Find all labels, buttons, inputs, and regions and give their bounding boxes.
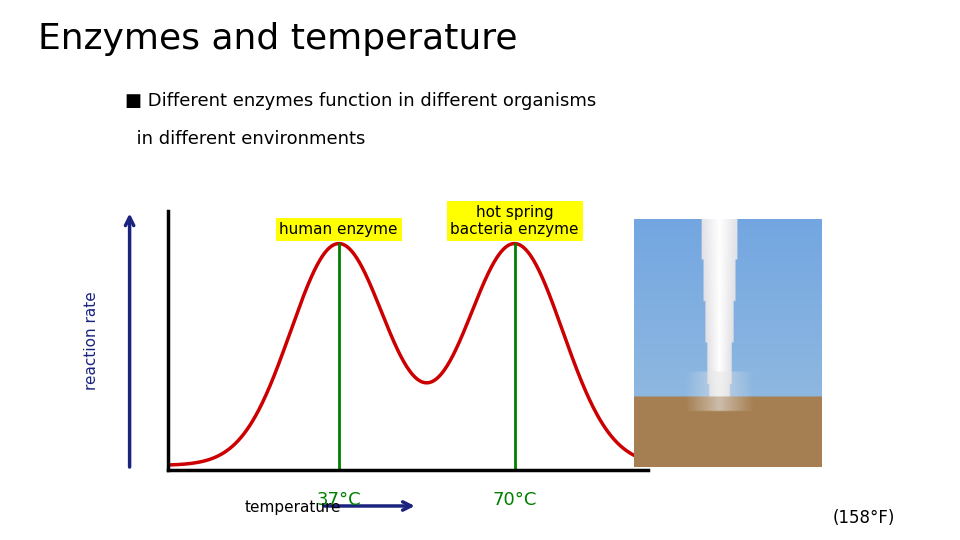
- Text: 37°C: 37°C: [317, 491, 361, 509]
- Text: human enzyme: human enzyme: [279, 222, 397, 237]
- Text: in different environments: in different environments: [125, 130, 365, 147]
- Text: reaction rate: reaction rate: [84, 291, 99, 389]
- Text: temperature: temperature: [245, 500, 342, 515]
- Text: Enzymes and temperature: Enzymes and temperature: [38, 22, 517, 56]
- Text: (158°F): (158°F): [833, 509, 895, 528]
- Text: hot spring
bacteria enzyme: hot spring bacteria enzyme: [450, 205, 579, 237]
- Text: ■ Different enzymes function in different organisms: ■ Different enzymes function in differen…: [125, 92, 596, 110]
- Text: 70°C: 70°C: [492, 491, 537, 509]
